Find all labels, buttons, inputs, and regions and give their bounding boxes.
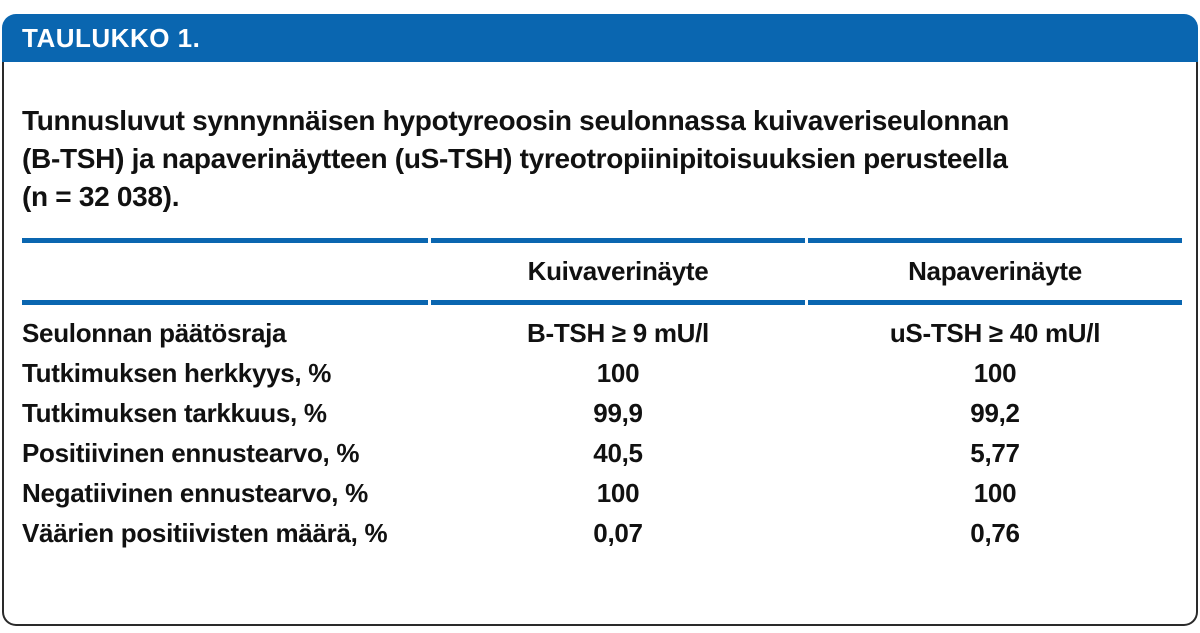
napaveri-value: 5,77 <box>970 438 1020 468</box>
table-row: Seulonnan päätösraja B-TSH ≥ 9 mU/l uS-T… <box>22 305 1182 353</box>
row-label: Tutkimuksen herkkyys, % <box>22 358 332 388</box>
table-row: Väärien positiivisten määrä, % 0,07 0,76 <box>22 513 1182 553</box>
column-header-kuivaverinayte: Kuivaverinäyte <box>431 238 805 305</box>
table-figure: TAULUKKO 1. Tunnusluvut synnynnäisen hyp… <box>2 14 1198 626</box>
column-header-napaverinayte: Napaverinäyte <box>808 238 1182 305</box>
table-row: Tutkimuksen tarkkuus, % 99,9 99,2 <box>22 393 1182 433</box>
column-header-empty <box>22 238 428 305</box>
napaveri-value: uS-TSH ≥ 40 mU/l <box>889 318 1101 348</box>
table-header-bar: TAULUKKO 1. <box>2 14 1198 62</box>
row-label: Negatiivinen ennustearvo, % <box>22 478 368 508</box>
table-row: Tutkimuksen herkkyys, % 100 100 <box>22 353 1182 393</box>
napaveri-value: 100 <box>973 478 1017 508</box>
kuivaveri-value: 99,9 <box>593 398 643 428</box>
napaveri-value: 100 <box>973 358 1017 388</box>
kuivaveri-value: 100 <box>596 478 640 508</box>
kuivaveri-value: 100 <box>596 358 640 388</box>
kuivaveri-value: 0,07 <box>593 518 643 548</box>
table-header-row: Kuivaverinäyte Napaverinäyte <box>22 238 1182 305</box>
napaveri-value: 99,2 <box>970 398 1020 428</box>
kuivaveri-value: 40,5 <box>593 438 643 468</box>
table-caption: Tunnusluvut synnynnäisen hypotyreoosin s… <box>22 105 1010 212</box>
table-container: Tunnusluvut synnynnäisen hypotyreoosin s… <box>2 62 1198 626</box>
table-number-label: TAULUKKO 1. <box>22 22 201 53</box>
table-row: Negatiivinen ennustearvo, % 100 100 <box>22 473 1182 513</box>
napaveri-value: 0,76 <box>970 518 1020 548</box>
row-label: Positiivinen ennustearvo, % <box>22 438 360 468</box>
row-label: Seulonnan päätösraja <box>22 318 287 348</box>
row-label: Tutkimuksen tarkkuus, % <box>22 398 327 428</box>
kuivaveri-value: B-TSH ≥ 9 mU/l <box>527 318 709 348</box>
table-row: Positiivinen ennustearvo, % 40,5 5,77 <box>22 433 1182 473</box>
row-label: Väärien positiivisten määrä, % <box>22 518 388 548</box>
statistics-table: Kuivaverinäyte Napaverinäyte Seulonnan p… <box>19 238 1185 553</box>
